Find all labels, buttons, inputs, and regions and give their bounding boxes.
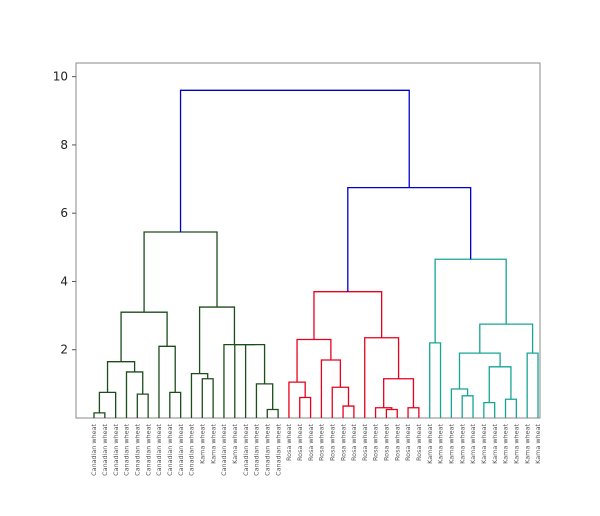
dendrogram-link-a16 — [198, 306, 236, 374]
leaf-label: Canadian wheat — [144, 424, 152, 476]
leaf-label: Canadian wheat — [188, 424, 196, 476]
dendrogram-link-b7 — [385, 408, 398, 418]
dendrogram-link-a13 — [244, 343, 266, 418]
dendrogram-link-a12 — [255, 383, 274, 418]
leaf-label: Canadian wheat — [263, 424, 271, 476]
leaf-label: Canadian wheat — [220, 424, 228, 476]
dendrogram-link-a6 — [169, 391, 182, 418]
dendrogram-link-a4 — [125, 371, 144, 418]
dendrogram-link-a3 — [136, 393, 149, 418]
leaf-label: Rosa wheat — [404, 424, 412, 461]
dendrogram-link-a9 — [201, 378, 214, 418]
leaf-label: Canadian wheat — [112, 424, 120, 476]
dendrogram-link-c9 — [479, 323, 534, 354]
dendrogram-link-a10 — [190, 372, 209, 418]
leaf-label: Kama wheat — [198, 424, 206, 464]
y-axis: 2 4 6 8 10 — [53, 70, 76, 357]
dendrogram-link-b1 — [299, 396, 312, 418]
dendrogram-link-d2 — [179, 89, 410, 232]
leaf-label: Canadian wheat — [101, 424, 109, 476]
dendrogram-link-c2 — [461, 395, 474, 418]
dendrogram-link-c8 — [526, 352, 539, 418]
dendrogram-link-c7 — [458, 352, 501, 389]
leaf-label: Kama wheat — [209, 424, 217, 464]
dendrogram-link-a8 — [120, 311, 168, 362]
leaf-label: Canadian wheat — [274, 424, 282, 476]
dendrogram-link-a15 — [223, 343, 245, 418]
leaf-label: Rosa wheat — [307, 424, 315, 461]
y-tick-label: 6 — [60, 206, 68, 220]
leaf-labels: Canadian wheat Canadian wheat Canadian whe… — [90, 424, 542, 476]
dendrogram-link-c10 — [434, 258, 507, 343]
dendrogram-link-c3 — [450, 388, 469, 418]
leaf-label: Rosa wheat — [350, 424, 358, 461]
leaf-label: Rosa wheat — [383, 424, 391, 461]
leaf-label: Kama wheat — [491, 424, 499, 464]
dendrogram-link-c5 — [504, 398, 517, 418]
dendrogram-link-a7 — [158, 345, 176, 418]
plot-area-frame — [75, 62, 541, 419]
leaf-label: Canadian wheat — [177, 424, 185, 476]
dendrogram-link-a17 — [143, 231, 218, 313]
leaf-label: Canadian wheat — [253, 424, 261, 476]
y-tick-label: 10 — [53, 70, 68, 84]
leaf-label: Rosa wheat — [361, 424, 369, 461]
y-tick-label: 8 — [60, 138, 68, 152]
leaf-label: Rosa wheat — [415, 424, 423, 461]
leaf-label: Kama wheat — [523, 424, 531, 464]
leaf-label: Rosa wheat — [318, 424, 326, 461]
dendrogram-link-c1 — [429, 342, 442, 418]
leaf-label: Kama wheat — [437, 424, 445, 464]
dendrogram-link-b10 — [383, 378, 415, 408]
leaf-label: Rosa wheat — [328, 424, 336, 461]
leaf-label: Canadian wheat — [242, 424, 250, 476]
leaf-label: Rosa wheat — [296, 424, 304, 461]
leaf-label: Kama wheat — [513, 424, 521, 464]
dendrogram-link-a5 — [106, 361, 136, 393]
dendrogram-link-b9 — [407, 407, 420, 418]
dendrogram-link-b12 — [313, 291, 383, 340]
dendrogram-link-b2 — [288, 381, 306, 418]
leaf-label: Kama wheat — [502, 424, 510, 464]
y-tick-label: 2 — [60, 343, 68, 357]
leaf-label: Canadian wheat — [90, 424, 98, 476]
leaf-label: Canadian wheat — [123, 424, 131, 476]
dendrogram-link-b3 — [342, 405, 355, 418]
leaf-label: Kama wheat — [469, 424, 477, 464]
leaf-label: Canadian wheat — [155, 424, 163, 476]
leaf-label: Rosa wheat — [393, 424, 401, 461]
dendrogram-link-b11 — [364, 337, 400, 418]
dendrogram-link-b4 — [331, 386, 350, 418]
dendrogram-link-b5 — [320, 359, 342, 418]
dendrogram-link-a11 — [266, 408, 279, 418]
leaf-label: Kama wheat — [426, 424, 434, 464]
leaf-label: Kama wheat — [448, 424, 456, 464]
dendrogram-link-c4 — [483, 401, 496, 418]
dendrogram-links — [93, 89, 539, 418]
leaf-label: Canadian wheat — [134, 424, 142, 476]
dendrogram-link-b6 — [296, 338, 332, 383]
leaf-label: Rosa wheat — [285, 424, 293, 461]
y-tick-label: 4 — [60, 274, 68, 288]
dendrogram-link-a14 — [234, 343, 256, 418]
leaf-label: Kama wheat — [458, 424, 466, 464]
dendrogram-link-a2 — [98, 391, 117, 418]
leaf-label: Canadian wheat — [166, 424, 174, 476]
dendrogram-link-c6 — [488, 366, 512, 403]
dendrogram-link-d1 — [347, 186, 472, 292]
dendrogram-link-b8 — [374, 407, 393, 418]
leaf-label: Kama wheat — [534, 424, 542, 464]
leaf-label: Kama wheat — [480, 424, 488, 464]
leaf-label: Rosa wheat — [339, 424, 347, 461]
leaf-label: Kama wheat — [231, 424, 239, 464]
dendrogram-link-a1 — [93, 412, 106, 418]
leaf-label: Rosa wheat — [372, 424, 380, 461]
